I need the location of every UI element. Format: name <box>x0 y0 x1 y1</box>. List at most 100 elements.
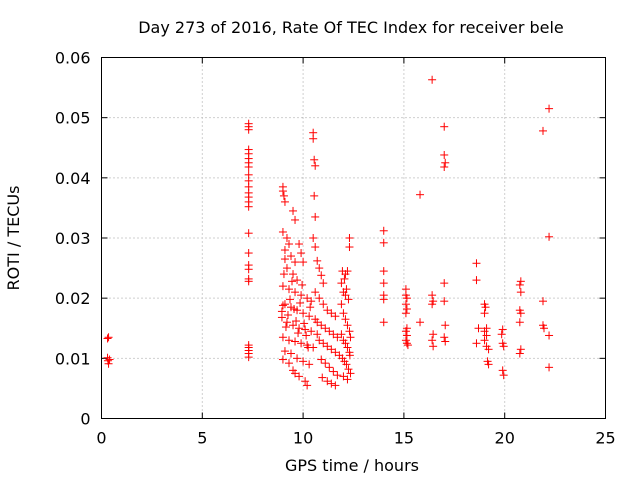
y-tick-label: 0 <box>80 410 90 429</box>
data-point <box>317 355 326 364</box>
y-tick-label: 0.06 <box>55 49 91 68</box>
data-point <box>429 330 438 339</box>
data-point <box>282 234 291 242</box>
data-point <box>402 304 411 313</box>
data-point <box>331 348 340 357</box>
data-point <box>284 336 293 345</box>
data-point <box>299 309 308 318</box>
data-point <box>309 134 318 143</box>
data-point <box>441 321 450 330</box>
data-point <box>244 353 253 362</box>
data-point <box>282 318 291 327</box>
data-point <box>318 373 327 382</box>
data-point <box>313 318 322 327</box>
data-point <box>346 369 355 378</box>
data-point <box>294 329 303 338</box>
data-point <box>292 317 301 326</box>
y-tick-label: 0.01 <box>55 349 91 368</box>
data-point <box>104 333 113 342</box>
data-point <box>299 357 308 366</box>
data-point <box>300 319 309 328</box>
data-point <box>345 351 354 360</box>
x-tick-label: 15 <box>394 429 414 448</box>
data-point <box>319 279 328 288</box>
data-point <box>280 246 289 255</box>
data-point <box>516 309 525 318</box>
data-point <box>280 300 289 309</box>
data-point <box>429 342 438 351</box>
data-point <box>244 249 253 258</box>
data-point <box>280 197 289 206</box>
x-tick-label: 20 <box>495 429 515 448</box>
data-point <box>319 339 328 348</box>
data-point <box>416 318 425 327</box>
data-point <box>440 150 449 159</box>
data-point <box>440 297 449 306</box>
data-points <box>103 75 554 390</box>
data-point <box>539 126 548 135</box>
data-point <box>301 377 310 386</box>
data-point <box>317 271 326 280</box>
data-point <box>338 267 347 276</box>
data-point <box>515 280 524 289</box>
data-point <box>379 226 388 235</box>
data-point <box>402 339 411 348</box>
data-point <box>428 75 437 84</box>
data-point <box>325 327 334 336</box>
data-point <box>311 243 320 252</box>
y-tick-label: 0.02 <box>55 289 91 308</box>
data-point <box>540 324 549 333</box>
data-point <box>545 104 554 113</box>
data-point <box>440 279 449 288</box>
data-point <box>499 342 508 351</box>
data-point <box>499 371 508 380</box>
data-point <box>309 234 318 242</box>
data-point <box>293 354 302 363</box>
data-point <box>343 321 352 330</box>
data-point <box>105 355 114 364</box>
x-axis-label: GPS time / hours <box>285 456 419 475</box>
data-point <box>279 191 288 200</box>
data-point <box>327 345 336 354</box>
data-point <box>311 212 320 221</box>
data-point <box>244 277 253 286</box>
data-point <box>345 243 354 252</box>
data-point <box>342 285 351 294</box>
data-point <box>278 282 287 291</box>
data-point <box>323 342 332 351</box>
data-point <box>315 294 324 303</box>
chart-title: Day 273 of 2016, Rate Of TEC Index for r… <box>138 18 564 37</box>
data-point <box>297 291 306 300</box>
data-point <box>480 309 489 318</box>
data-point <box>331 312 340 321</box>
data-point <box>103 334 112 343</box>
data-point <box>337 279 346 288</box>
data-point <box>321 324 330 333</box>
data-point <box>278 227 287 236</box>
data-point <box>339 309 348 318</box>
data-point <box>545 232 554 241</box>
data-point <box>289 321 298 330</box>
data-point <box>296 298 305 307</box>
data-point <box>327 379 336 388</box>
data-point <box>282 264 291 273</box>
data-point <box>401 300 410 309</box>
data-point <box>472 259 481 268</box>
data-point <box>428 336 437 345</box>
data-point <box>317 321 326 330</box>
data-point <box>379 238 388 247</box>
data-point <box>428 300 437 309</box>
data-point <box>288 277 297 286</box>
data-point <box>285 295 294 304</box>
data-point <box>344 295 353 304</box>
data-point <box>315 336 324 345</box>
data-point <box>345 234 354 242</box>
data-point <box>428 291 437 300</box>
data-point <box>278 187 287 196</box>
data-point <box>402 294 411 303</box>
data-point <box>340 274 349 283</box>
data-point <box>337 330 346 339</box>
data-point <box>515 318 524 327</box>
data-point <box>344 365 353 374</box>
